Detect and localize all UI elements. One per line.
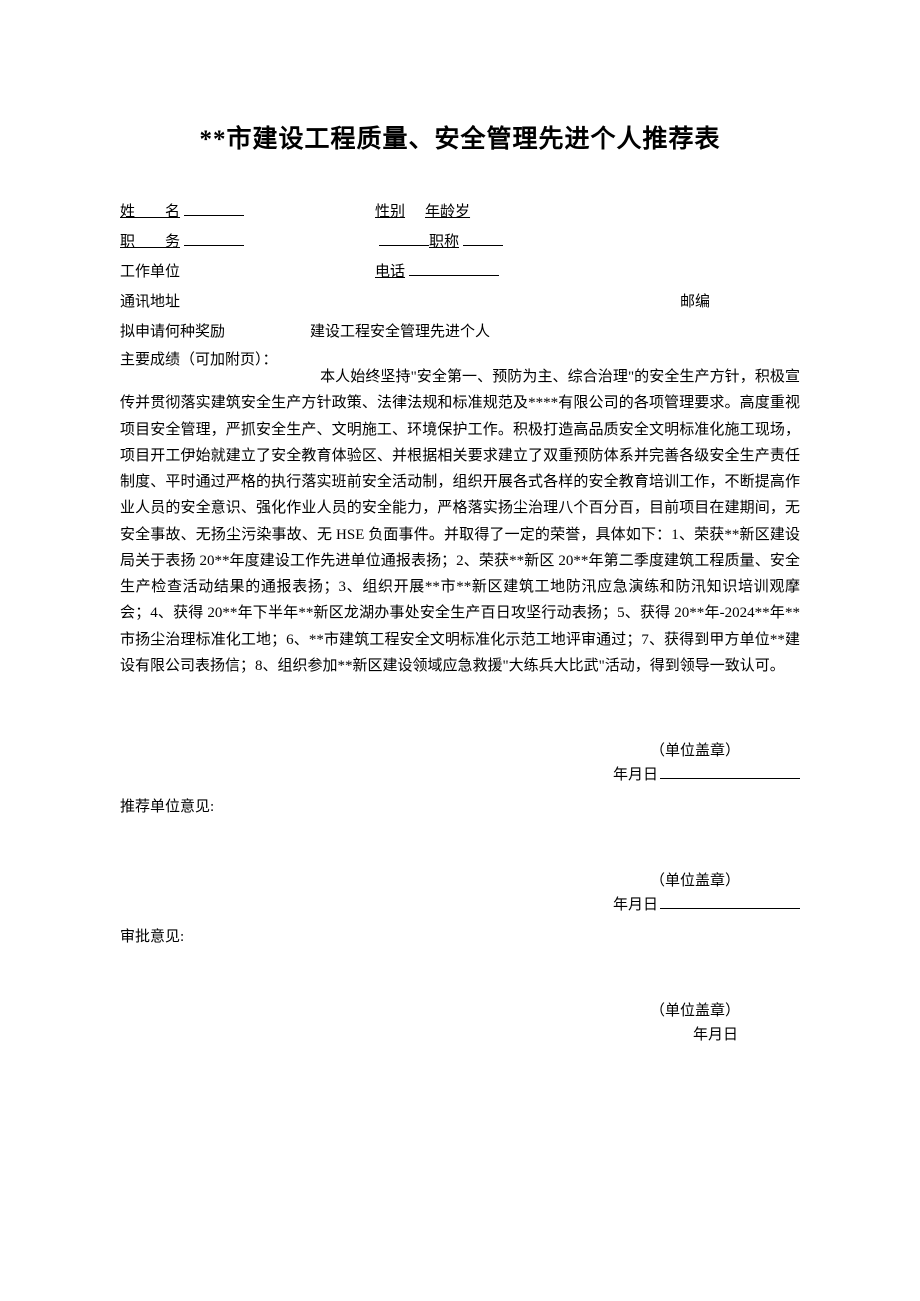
signature-block-1: （单位盖章） 年月日 — [120, 739, 800, 787]
date-2: 年月日 — [120, 893, 800, 917]
field-name: 姓 名 — [120, 200, 375, 224]
field-gender-age: 性别 年龄岁 — [375, 200, 800, 224]
field-postcode: 邮编 — [680, 290, 800, 314]
seal-3: （单位盖章） — [120, 999, 800, 1023]
date-blank-2 — [660, 894, 800, 909]
signature-block-2: （单位盖章） 年月日 — [120, 869, 800, 917]
row-duty-title: 职 务 职称 — [120, 230, 800, 254]
seal-1: （单位盖章） — [120, 739, 800, 763]
label-recommend: 推荐单位意见: — [120, 795, 800, 819]
date-label-2: 年月日 — [613, 893, 658, 917]
value-award: 建设工程安全管理先进个人 — [310, 320, 800, 344]
field-address: 通讯地址 — [120, 290, 375, 314]
blank-phone — [409, 261, 499, 276]
date-blank-1 — [660, 764, 800, 779]
date-label-1: 年月日 — [613, 763, 658, 787]
row-award: 拟申请何种奖励 建设工程安全管理先进个人 — [120, 320, 800, 344]
label-age: 年龄岁 — [425, 200, 470, 224]
label-award: 拟申请何种奖励 — [120, 320, 310, 344]
blank-title-suffix — [463, 231, 503, 246]
body-content: 本人始终坚持"安全第一、预防为主、综合治理"的安全生产方针，积极宣传并贯彻落实建… — [120, 369, 800, 674]
blank-name — [184, 201, 244, 216]
form-header: 姓 名 性别 年龄岁 职 务 职称 工作单位 电话 通讯地址 — [120, 200, 800, 372]
label-phone: 电话 — [375, 260, 405, 284]
field-title: 职称 — [375, 230, 800, 254]
row-address-postcode: 通讯地址 邮编 — [120, 290, 800, 314]
field-workunit: 工作单位 — [120, 260, 375, 284]
blank-duty — [184, 231, 244, 246]
label-gender: 性别 — [375, 200, 405, 224]
label-title: 职称 — [429, 230, 459, 254]
label-workunit: 工作单位 — [120, 260, 180, 284]
row-name-gender: 姓 名 性别 年龄岁 — [120, 200, 800, 224]
date-1: 年月日 — [120, 763, 800, 787]
body-paragraph: 本人始终坚持"安全第一、预防为主、综合治理"的安全生产方针，积极宣传并贯彻落实建… — [120, 364, 800, 679]
seal-2: （单位盖章） — [120, 869, 800, 893]
date-label-3: 年月日 — [693, 1023, 738, 1047]
signature-block-3: （单位盖章） 年月日 — [120, 999, 800, 1047]
label-address: 通讯地址 — [120, 290, 180, 314]
field-duty: 职 务 — [120, 230, 375, 254]
row-workunit-phone: 工作单位 电话 — [120, 260, 800, 284]
date-3: 年月日 — [120, 1023, 800, 1047]
document-title: **市建设工程质量、安全管理先进个人推荐表 — [120, 120, 800, 160]
blank-title-prefix — [379, 231, 429, 246]
field-phone: 电话 — [375, 260, 800, 284]
label-approval: 审批意见: — [120, 925, 800, 949]
label-postcode: 邮编 — [680, 290, 710, 314]
label-duty: 职 务 — [120, 230, 180, 254]
label-name: 姓 名 — [120, 200, 180, 224]
